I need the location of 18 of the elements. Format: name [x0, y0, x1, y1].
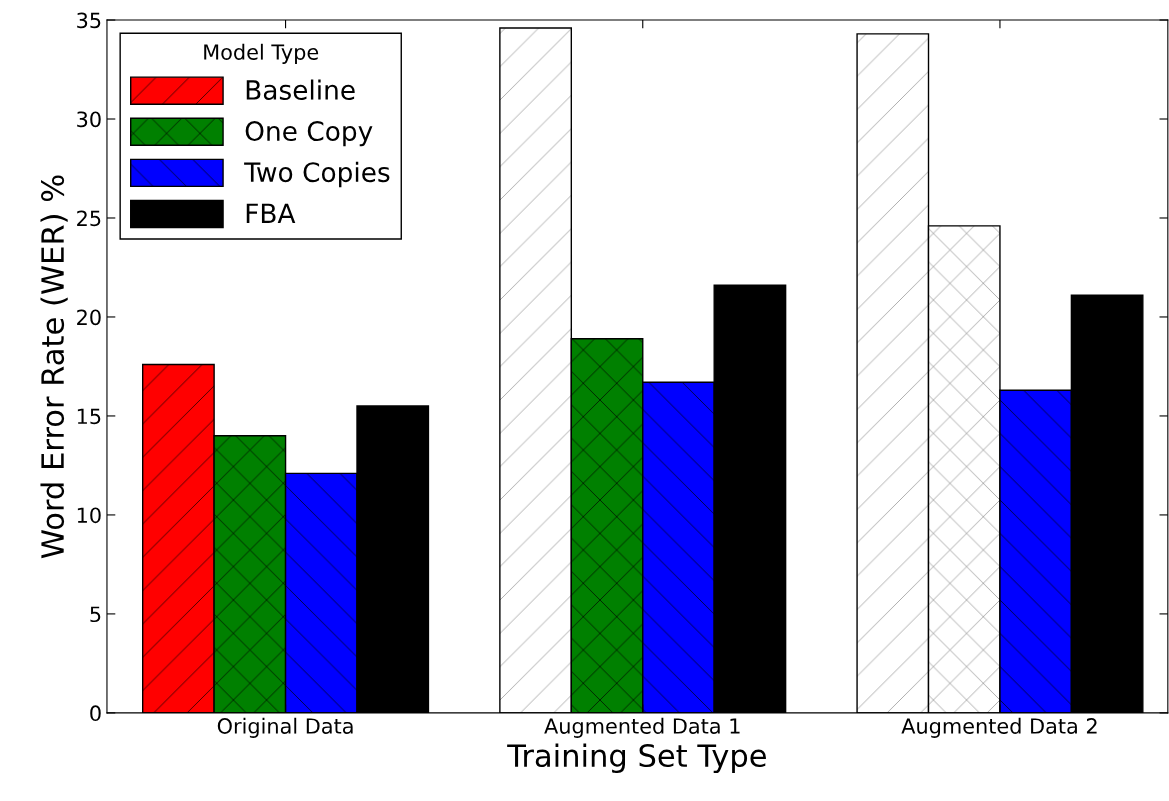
legend-title: Model Type [204, 43, 319, 64]
legend-label: Baseline [246, 79, 355, 100]
y-axis-title: Word Error Rate (WER) % [40, 175, 68, 559]
y-tick-label: 0 [90, 705, 101, 722]
y-tick-label: 35 [77, 12, 101, 29]
legend-label: One Copy [245, 121, 373, 147]
y-tick-label: 20 [77, 309, 101, 326]
x-axis-title: Training Set Type [507, 743, 766, 774]
legend-label: Two Copies [244, 161, 390, 188]
y-tick-label: 30 [77, 111, 101, 128]
y-tick-label: 15 [77, 408, 101, 425]
x-tick-label: Augmented Data 1 [544, 717, 740, 738]
y-tick-label: 10 [77, 507, 101, 524]
y-tick-label: 25 [77, 210, 101, 227]
y-tick-label: 5 [90, 606, 101, 623]
x-tick-label: Augmented Data 2 [901, 717, 1097, 738]
x-tick-label: Original Data [217, 717, 353, 738]
legend-label: FBA [246, 203, 296, 223]
